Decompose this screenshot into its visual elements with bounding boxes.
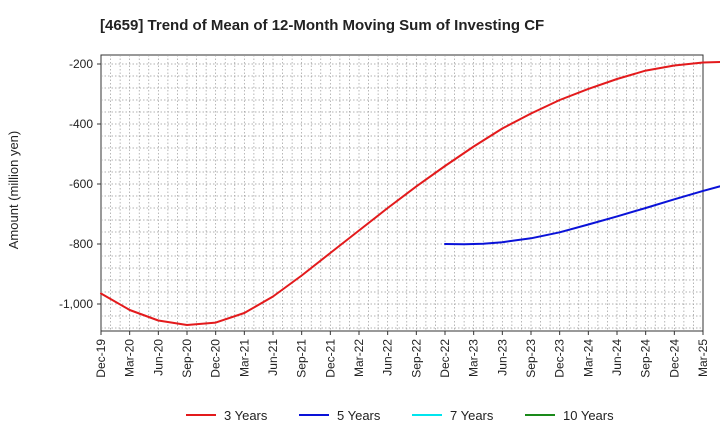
x-tick-label: Mar-23 [467,339,481,377]
y-axis: -200 -400 -600 -800 -1,000 [59,57,101,311]
x-tick-label: Mar-20 [123,339,137,377]
x-tick-label: Jun-22 [381,339,395,376]
legend-label: 10 Years [563,408,614,423]
y-tick-label: -1,000 [59,297,93,311]
x-tick-label: Dec-19 [94,339,108,378]
x-tick-label: Mar-24 [581,339,595,377]
y-axis-label: Amount (million yen) [6,131,21,250]
y-tick-label: -600 [69,177,93,191]
series-line-3-years [100,60,720,326]
x-tick-label: Jun-24 [610,339,624,376]
legend-label: 3 Years [224,408,268,423]
x-tick-label: Mar-25 [696,339,710,377]
legend-label: 5 Years [337,408,381,423]
y-tick-label: -200 [69,57,93,71]
y-tick-label: -800 [69,237,93,251]
x-axis: Dec-19 Mar-20 Jun-20 Sep-20 Dec-20 Mar-21 Jun-… [94,331,710,378]
x-tick-label: Dec-20 [209,339,223,378]
x-tick-label: Jun-23 [495,339,509,376]
plot-area [100,54,704,332]
x-tick-label: Jun-21 [266,339,280,376]
x-tick-label: Sep-21 [295,339,309,378]
x-tick-label: Sep-22 [409,339,423,378]
x-tick-label: Sep-23 [524,339,538,378]
x-tick-label: Sep-20 [180,339,194,378]
legend: 3 Years 5 Years 7 Years 10 Years [186,408,614,423]
x-tick-label: Dec-23 [553,339,567,378]
x-tick-label: Dec-22 [438,339,452,378]
x-tick-label: Jun-20 [151,339,165,376]
legend-label: 7 Years [450,408,494,423]
series-layer [100,60,720,326]
x-tick-label: Mar-21 [237,339,251,377]
plot-frame [100,54,704,332]
x-tick-label: Dec-24 [667,339,681,378]
x-tick-label: Mar-22 [352,339,366,377]
x-tick-label: Sep-24 [639,339,653,378]
series-line-5-years [444,185,720,246]
x-tick-label: Dec-21 [323,339,337,378]
y-tick-label: -400 [69,117,93,131]
chart-title: [4659] Trend of Mean of 12-Month Moving … [100,17,544,34]
